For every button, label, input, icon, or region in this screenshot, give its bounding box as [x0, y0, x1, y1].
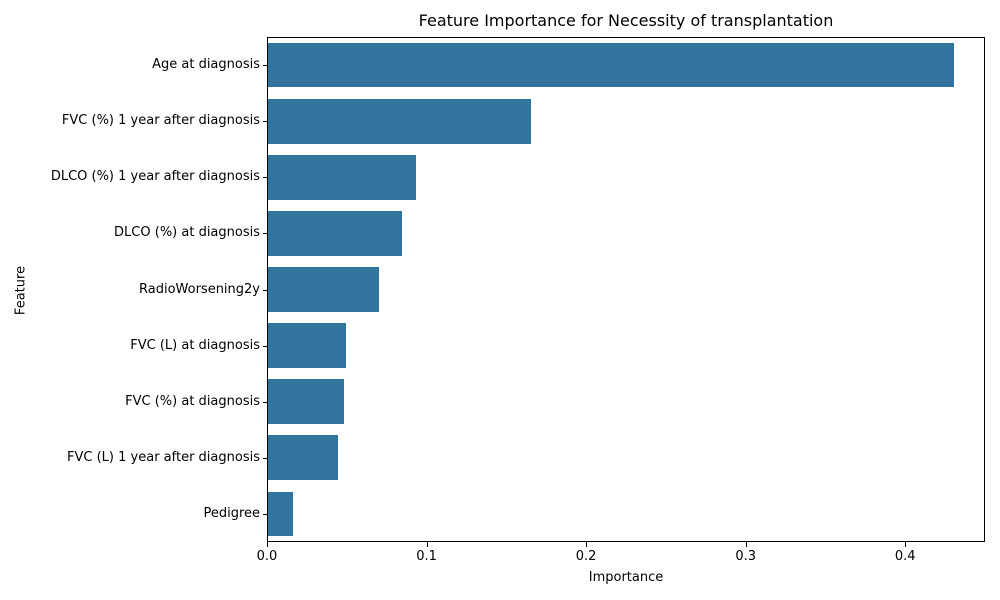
y-tick-label: Pedigree: [203, 505, 260, 521]
y-tick-label: FVC (L) at diagnosis: [130, 337, 260, 353]
y-tick-mark: [263, 402, 267, 403]
y-tick-mark: [263, 65, 267, 66]
x-tick-label: 0.2: [575, 549, 597, 564]
y-tick-label: FVC (%) 1 year after diagnosis: [61, 113, 260, 129]
y-tick-mark: [263, 121, 267, 122]
bar-fvc-l-at-diagnosis: [268, 323, 346, 369]
y-tick-mark: [263, 233, 267, 234]
y-tick-mark: [263, 177, 267, 178]
bar-fvc-1-year-after-diagnosis: [268, 98, 531, 144]
y-tick-label: Age at diagnosis: [152, 57, 260, 73]
x-tick-mark: [267, 542, 268, 547]
x-tick-mark: [745, 542, 747, 547]
y-tick-label: DLCO (%) at diagnosis: [114, 225, 260, 241]
y-tick-label: FVC (L) 1 year after diagnosis: [67, 449, 260, 465]
bar-fvc-l-1-year-after-diagnosis: [268, 435, 338, 481]
y-tick-label: FVC (%) at diagnosis: [125, 393, 260, 409]
bar-age-at-diagnosis: [268, 42, 954, 88]
x-tick-label: 0.3: [735, 549, 756, 564]
bar-fvc-at-diagnosis: [268, 379, 345, 425]
bar-dlco-at-diagnosis: [268, 210, 402, 256]
x-tick-label: 0.1: [416, 549, 437, 564]
x-tick-mark: [905, 542, 907, 547]
x-tick-label: 0.0: [256, 549, 278, 564]
y-tick-mark: [263, 458, 267, 459]
y-tick-label: DLCO (%) 1 year after diagnosis: [50, 169, 260, 185]
bar-dlco-1-year-after-diagnosis: [268, 154, 416, 200]
x-axis-label: Importance: [588, 570, 664, 585]
bar-pedigree: [268, 491, 294, 537]
y-tick-mark: [263, 514, 267, 515]
x-tick-label: 0.4: [894, 549, 916, 564]
y-tick-mark: [263, 290, 267, 291]
x-tick-mark: [586, 542, 588, 547]
bar-radioworsening2y: [268, 267, 380, 312]
x-tick-mark: [426, 542, 428, 547]
plot-area: [267, 37, 985, 542]
y-tick-mark: [263, 346, 267, 347]
y-tick-label: RadioWorsening2y: [139, 281, 260, 297]
chart-title: Feature Importance for Necessity of tran…: [418, 11, 834, 30]
